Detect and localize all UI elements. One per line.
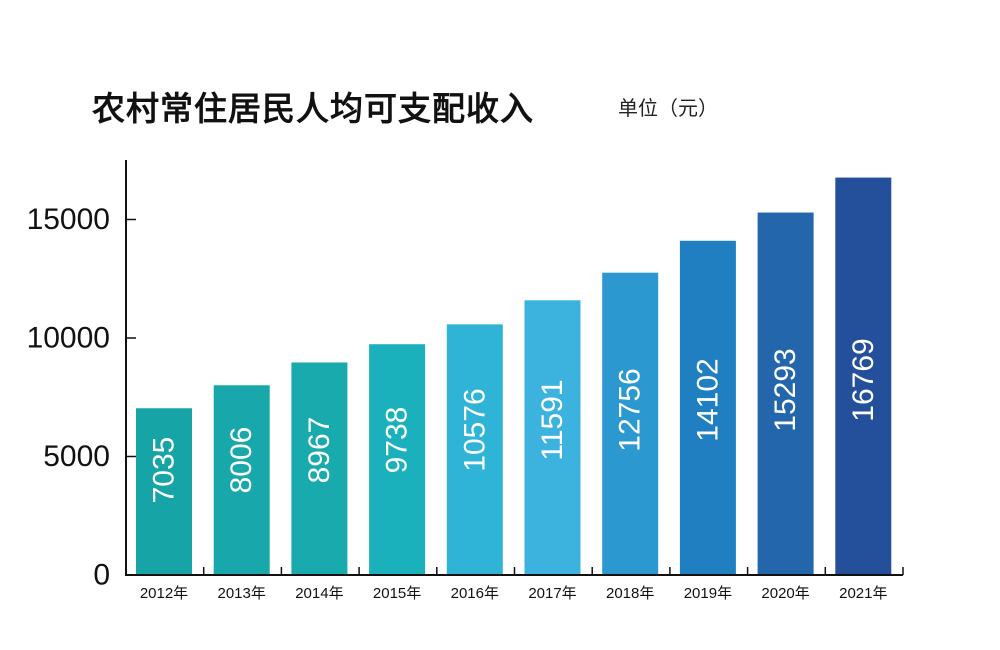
x-axis-ticks: 2012年 2013年 2014年 2015年 2016年 2017年 2018年 2019年… — [125, 567, 904, 602]
bar-9 — [835, 177, 892, 575]
bar-value-label-7: 14102 — [691, 358, 724, 441]
bar-value-label-6: 12756 — [614, 368, 647, 451]
x-tick-label-0: 2012年 — [140, 585, 188, 602]
x-tick-label-3: 2015年 — [373, 585, 421, 602]
bar-6 — [602, 272, 659, 575]
y-tick-label-0: 0 — [93, 559, 110, 592]
bar-value-label-3: 9738 — [381, 407, 414, 474]
bar-value-label-4: 10576 — [458, 388, 491, 471]
bar-1 — [213, 385, 270, 575]
x-tick-label-6: 2018年 — [606, 585, 654, 602]
bar-5 — [524, 300, 581, 575]
bar-4 — [446, 324, 503, 575]
bars-group: 7035 8006 8967 9738 10576 11591 12756 14102 1529… — [136, 177, 892, 575]
x-tick-label-8: 2020年 — [761, 585, 809, 602]
y-tick-label-3: 15000 — [27, 203, 110, 236]
bar-value-label-5: 11591 — [536, 379, 569, 460]
y-tick-label-1: 5000 — [43, 440, 110, 473]
x-tick-label-5: 2017年 — [528, 585, 576, 602]
bar-7 — [679, 240, 736, 575]
x-tick-label-7: 2019年 — [684, 585, 732, 602]
bar-8 — [757, 212, 814, 575]
x-tick-label-4: 2016年 — [451, 585, 499, 602]
bar-2 — [291, 362, 348, 575]
unit-label: 单位（元） — [618, 96, 718, 120]
x-tick-label-1: 2013年 — [218, 585, 266, 602]
bar-value-label-9: 16769 — [847, 338, 880, 421]
bar-value-label-1: 8006 — [225, 427, 258, 494]
x-tick-label-9: 2021年 — [839, 585, 887, 602]
bar-0 — [136, 408, 192, 575]
bar-value-label-2: 8967 — [303, 417, 336, 484]
y-tick-label-2: 10000 — [27, 322, 110, 355]
bar-3 — [369, 344, 426, 575]
chart-title: 农村常住居民人均可支配收入 — [92, 89, 534, 128]
y-axis-ticks: 0 5000 10000 15000 — [27, 203, 136, 592]
bar-value-label-0: 7035 — [148, 437, 181, 504]
x-tick-label-2: 2014年 — [295, 585, 343, 602]
bar-value-label-8: 15293 — [769, 348, 802, 431]
